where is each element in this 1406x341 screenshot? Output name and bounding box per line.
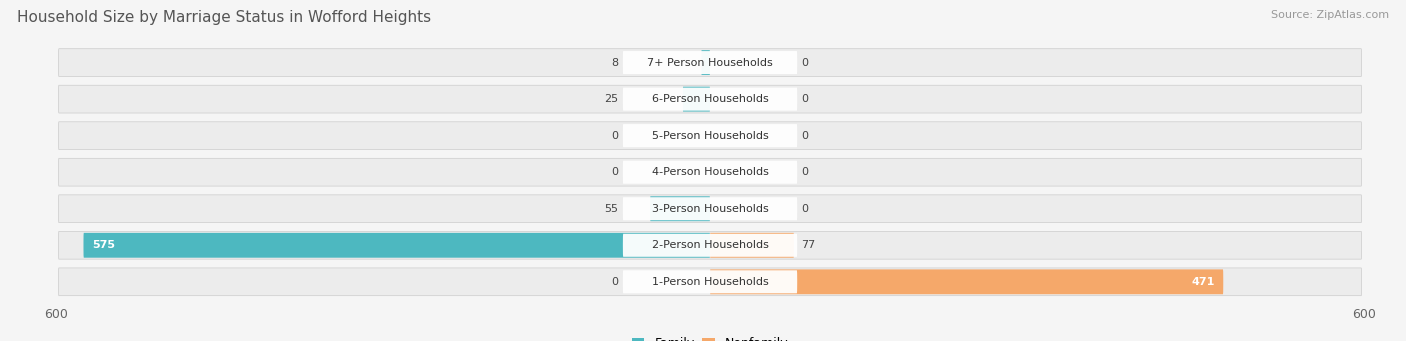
FancyBboxPatch shape — [59, 195, 1361, 223]
FancyBboxPatch shape — [623, 161, 797, 184]
Text: 77: 77 — [801, 240, 815, 250]
FancyBboxPatch shape — [83, 233, 710, 258]
FancyBboxPatch shape — [702, 50, 710, 75]
FancyBboxPatch shape — [59, 232, 1361, 259]
Text: 25: 25 — [605, 94, 619, 104]
FancyBboxPatch shape — [623, 51, 797, 74]
FancyBboxPatch shape — [650, 196, 710, 221]
Text: 0: 0 — [801, 204, 808, 214]
Text: 0: 0 — [801, 94, 808, 104]
FancyBboxPatch shape — [710, 269, 1223, 294]
Text: Source: ZipAtlas.com: Source: ZipAtlas.com — [1271, 10, 1389, 20]
Text: 575: 575 — [93, 240, 115, 250]
Text: Household Size by Marriage Status in Wofford Heights: Household Size by Marriage Status in Wof… — [17, 10, 432, 25]
Text: 0: 0 — [801, 131, 808, 141]
FancyBboxPatch shape — [59, 85, 1361, 113]
FancyBboxPatch shape — [623, 124, 797, 147]
Text: 8: 8 — [612, 58, 619, 68]
Text: 0: 0 — [801, 167, 808, 177]
FancyBboxPatch shape — [59, 158, 1361, 186]
Text: 5-Person Households: 5-Person Households — [651, 131, 769, 141]
Text: 3-Person Households: 3-Person Households — [651, 204, 769, 214]
FancyBboxPatch shape — [710, 233, 794, 258]
Legend: Family, Nonfamily: Family, Nonfamily — [631, 337, 789, 341]
Text: 55: 55 — [605, 204, 619, 214]
Text: 0: 0 — [612, 167, 619, 177]
FancyBboxPatch shape — [59, 49, 1361, 76]
Text: 0: 0 — [801, 58, 808, 68]
Text: 0: 0 — [612, 131, 619, 141]
Text: 6-Person Households: 6-Person Households — [651, 94, 769, 104]
Text: 2-Person Households: 2-Person Households — [651, 240, 769, 250]
FancyBboxPatch shape — [59, 122, 1361, 150]
Text: 0: 0 — [612, 277, 619, 287]
FancyBboxPatch shape — [683, 87, 710, 112]
Text: 7+ Person Households: 7+ Person Households — [647, 58, 773, 68]
FancyBboxPatch shape — [623, 234, 797, 257]
FancyBboxPatch shape — [623, 88, 797, 110]
Text: 4-Person Households: 4-Person Households — [651, 167, 769, 177]
FancyBboxPatch shape — [59, 268, 1361, 296]
Text: 1-Person Households: 1-Person Households — [651, 277, 769, 287]
Text: 471: 471 — [1191, 277, 1215, 287]
FancyBboxPatch shape — [623, 197, 797, 220]
FancyBboxPatch shape — [623, 270, 797, 293]
